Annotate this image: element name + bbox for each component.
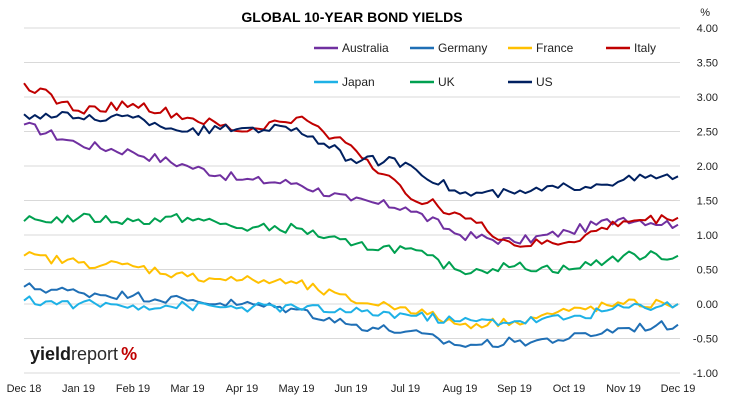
logo-yield: yield xyxy=(30,344,71,364)
series-line-uk xyxy=(23,212,679,276)
legend-item-uk: UK xyxy=(410,75,455,89)
x-tick-label: Nov 19 xyxy=(606,383,641,395)
x-tick-label: Jun 19 xyxy=(334,383,367,395)
y-axis: 4.00 3.50 3.00 2.50 2.00 1.50 1.00 0.50 0.00 -0.5… xyxy=(693,23,718,380)
svg-text:yieldreport%: yieldreport% xyxy=(30,344,137,364)
legend-item-australia: Australia xyxy=(314,41,389,55)
y-axis-unit-label: % xyxy=(700,7,710,19)
series-line-australia xyxy=(23,121,679,245)
series-line-germany xyxy=(23,282,679,348)
y-tick-label: 3.50 xyxy=(697,58,718,70)
x-tick-label: Jul 19 xyxy=(391,383,420,395)
y-tick-label: 2.00 xyxy=(697,161,718,173)
yieldreport-logo: yieldreport% xyxy=(30,344,137,364)
series-lines xyxy=(23,82,679,348)
x-tick-label: Oct 19 xyxy=(553,383,585,395)
x-tick-label: Feb 19 xyxy=(116,383,150,395)
legend-label: US xyxy=(536,75,553,89)
legend-item-italy: Italy xyxy=(606,41,656,55)
legend-item-us: US xyxy=(508,75,553,89)
y-tick-label: 4.00 xyxy=(697,23,718,35)
x-tick-label: Dec 18 xyxy=(7,383,42,395)
x-axis: Dec 18 Jan 19 Feb 19 Mar 19 Apr 19 May 19 Jun … xyxy=(7,383,696,395)
x-tick-label: Jan 19 xyxy=(62,383,95,395)
x-tick-label: Dec 19 xyxy=(661,383,696,395)
chart-title: GLOBAL 10-YEAR BOND YIELDS xyxy=(241,9,462,25)
legend-label: UK xyxy=(438,75,455,89)
logo-report: report xyxy=(71,344,118,364)
legend-item-japan: Japan xyxy=(314,75,375,89)
y-tick-label: 0.50 xyxy=(697,265,718,277)
series-line-us xyxy=(23,111,679,199)
x-tick-label: Apr 19 xyxy=(226,383,258,395)
legend-label: Germany xyxy=(438,41,487,55)
legend: Australia Germany France Italy Japan UK US xyxy=(314,41,656,89)
y-tick-label: -1.00 xyxy=(693,368,718,380)
y-tick-label: -0.50 xyxy=(693,334,718,346)
legend-item-france: France xyxy=(508,41,574,55)
legend-label: Australia xyxy=(342,41,389,55)
legend-label: Italy xyxy=(634,41,656,55)
y-tick-label: 2.50 xyxy=(697,127,718,139)
x-tick-label: Aug 19 xyxy=(443,383,478,395)
x-tick-label: Mar 19 xyxy=(170,383,204,395)
y-tick-label: 1.50 xyxy=(697,196,718,208)
x-tick-label: Sep 19 xyxy=(497,383,532,395)
series-line-france xyxy=(23,251,679,330)
legend-label: France xyxy=(536,41,574,55)
y-tick-label: 3.00 xyxy=(697,92,718,104)
y-tick-label: 0.00 xyxy=(697,299,718,311)
legend-label: Japan xyxy=(342,75,375,89)
y-tick-label: 1.00 xyxy=(697,230,718,242)
series-line-italy xyxy=(23,82,679,248)
x-tick-label: May 19 xyxy=(278,383,314,395)
logo-percent: % xyxy=(121,344,137,364)
legend-item-germany: Germany xyxy=(410,41,487,55)
series-line-japan xyxy=(23,295,679,327)
